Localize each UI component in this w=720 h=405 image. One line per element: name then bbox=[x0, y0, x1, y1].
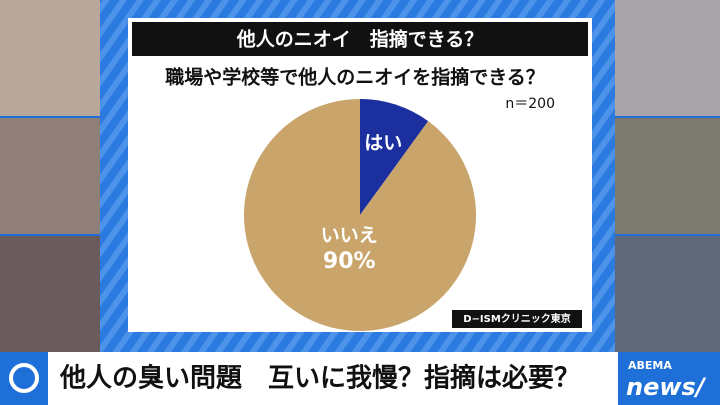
source: D−ISMクリニック東京 bbox=[463, 312, 571, 325]
slice-label: いいえ bbox=[321, 225, 378, 247]
ticker-bar bbox=[0, 352, 720, 405]
slice-value-label: 90% bbox=[323, 249, 376, 274]
pie-slice bbox=[360, 99, 429, 215]
chart-subtitle: 職場や学校等で他人のニオイを指摘できる？ bbox=[165, 66, 545, 89]
panelist-photo bbox=[0, 236, 100, 352]
sample-size: n＝200 bbox=[505, 96, 555, 112]
chart-title: 他人のニオイ 指摘できる？ bbox=[236, 28, 484, 51]
panelist-photo bbox=[615, 0, 720, 116]
headline: 他人の臭い問題 互いに我慢？指摘は必要？ bbox=[59, 363, 580, 394]
source-box bbox=[452, 310, 582, 328]
panelist-photo bbox=[615, 118, 720, 234]
logo-bottom: news/ bbox=[626, 373, 707, 401]
slice-label: はい bbox=[364, 132, 402, 154]
panelist-photo bbox=[615, 236, 720, 352]
logo-top: ABEMA bbox=[628, 359, 672, 372]
ticker-icon-ring bbox=[9, 363, 39, 393]
panelist-photo bbox=[0, 118, 100, 234]
logo-box bbox=[618, 352, 720, 405]
title-bar bbox=[132, 22, 588, 56]
ticker-icon bbox=[0, 352, 48, 405]
panelist-photo bbox=[0, 0, 100, 116]
pie-slice bbox=[243, 99, 476, 331]
